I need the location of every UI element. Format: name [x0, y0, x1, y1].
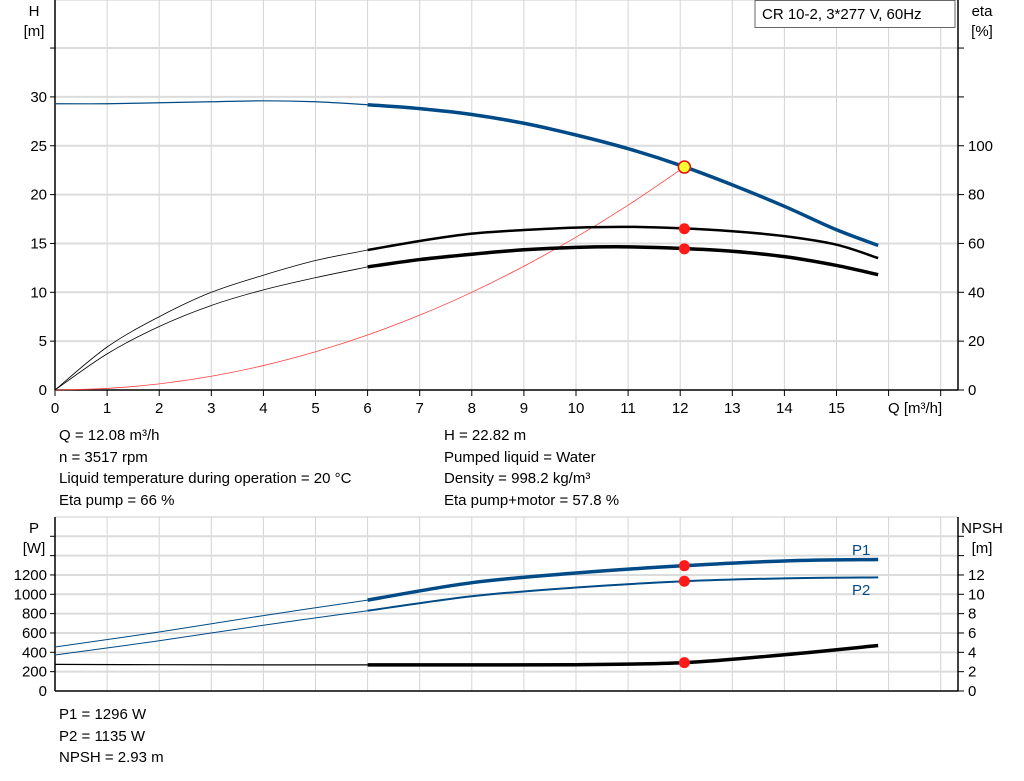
- y-tick-label-left: 20: [30, 187, 47, 204]
- npsh-duty-point: [678, 657, 690, 669]
- info-eta-total: Eta pump+motor = 57.8 %: [444, 491, 620, 509]
- eta-pump-curve: [367, 225, 879, 260]
- y-tick-label-right: 8: [968, 606, 976, 623]
- y-axis-label-right: eta: [972, 3, 994, 20]
- info-liquid: Pumped liquid = Water: [444, 448, 596, 466]
- y-tick-label-right: 10: [968, 586, 985, 603]
- system-curve: [54, 169, 681, 391]
- x-tick-label: 13: [724, 400, 741, 417]
- x-tick-label: 5: [311, 400, 319, 417]
- info-eta-pump: Eta pump = 66 %: [59, 491, 175, 509]
- p2-label: P2: [852, 582, 870, 599]
- eta-total-curve-extrapolated: [54, 266, 368, 391]
- head-curve-extrapolated: [54, 100, 368, 106]
- p2-curve-extrapolated: [54, 610, 368, 656]
- y-tick-label-left: 30: [30, 89, 47, 106]
- info-top-right: H = 22.82 m Pumped liquid = Water Densit…: [444, 425, 619, 511]
- legend-text: CR 10-2, 3*277 V, 60Hz: [762, 6, 922, 23]
- p1-duty-point: [678, 560, 690, 572]
- y-axis-unit-right: [m]: [972, 540, 993, 557]
- y-tick-label-left: 1000: [14, 586, 47, 603]
- info-p2: P2 = 1135 W: [59, 727, 146, 745]
- y-tick-label-right: 0: [968, 382, 976, 399]
- info-flow: Q = 12.08 m³/h: [59, 427, 160, 444]
- x-axis-label: Q [m³/h]: [888, 400, 942, 417]
- y-tick-label-right: 20: [968, 333, 985, 350]
- x-tick-label: 14: [776, 400, 793, 417]
- head-duty-point: [677, 160, 692, 174]
- y-tick-label-left: 0: [39, 683, 47, 700]
- y-tick-label-right: 12: [968, 567, 985, 584]
- y-tick-label-right: 4: [968, 644, 976, 661]
- info-density: Density = 998.2 kg/m³: [444, 470, 591, 487]
- eta-total-curve: [367, 245, 879, 277]
- x-tick-label: 7: [416, 400, 424, 417]
- x-tick-label: 1: [103, 400, 111, 417]
- x-tick-label: 15: [828, 400, 845, 417]
- y-axis-label-left: H: [29, 3, 40, 20]
- y-tick-label-left: 15: [30, 235, 47, 252]
- x-tick-label: 8: [468, 400, 476, 417]
- x-tick-label: 0: [51, 400, 59, 417]
- y-axis-unit-left: [m]: [24, 23, 45, 40]
- x-tick-label: 2: [155, 400, 163, 417]
- info-top-left: Q = 12.08 m³/h n = 3517 rpm Liquid tempe…: [59, 425, 351, 511]
- npsh-curve: [367, 643, 879, 667]
- eta-total-duty-point: [678, 243, 690, 255]
- eta-pump-curve-extrapolated: [54, 249, 368, 391]
- y-tick-label-right: 60: [968, 235, 985, 252]
- y-tick-label-left: 600: [22, 625, 47, 642]
- p2-curve: [367, 576, 879, 612]
- head-curve: [367, 102, 879, 248]
- eta-pump-duty-point: [678, 223, 690, 235]
- info-bottom: P1 = 1296 W P2 = 1135 W NPSH = 2.93 m: [59, 704, 164, 769]
- x-tick-label: 3: [207, 400, 215, 417]
- y-tick-label-left: 0: [39, 382, 47, 399]
- y-tick-label-left: 25: [30, 138, 47, 155]
- y-tick-label-left: 800: [22, 606, 47, 623]
- x-tick-label: 6: [363, 400, 371, 417]
- y-tick-label-right: 80: [968, 187, 985, 204]
- p1-curve-extrapolated: [54, 599, 368, 648]
- y-axis-unit-left: [W]: [23, 540, 46, 557]
- y-tick-label-right: 2: [968, 664, 976, 681]
- info-head: H = 22.82 m: [444, 427, 527, 444]
- y-tick-label-left: 1200: [14, 567, 47, 584]
- y-axis-label-left: P: [29, 520, 39, 537]
- y-tick-label-left: 5: [39, 333, 47, 350]
- y-tick-label-left: 200: [22, 664, 47, 681]
- y-tick-label-left: 10: [30, 284, 47, 301]
- x-tick-label: 11: [620, 400, 636, 417]
- info-temperature: Liquid temperature during operation = 20…: [59, 470, 352, 487]
- info-p1: P1 = 1296 W: [59, 706, 147, 723]
- y-axis-unit-right: [%]: [971, 23, 993, 40]
- x-tick-label: 10: [568, 400, 585, 417]
- x-tick-label: 4: [259, 400, 267, 417]
- p2-duty-point: [678, 575, 690, 587]
- y-tick-label-left: 400: [22, 644, 47, 661]
- y-tick-label-right: 0: [968, 683, 976, 700]
- y-tick-label-right: 6: [968, 625, 976, 642]
- legend-box: [754, 0, 956, 28]
- p1-label: P1: [852, 542, 870, 559]
- x-tick-label: 12: [672, 400, 689, 417]
- y-tick-label-right: 100: [968, 138, 993, 155]
- y-tick-label-right: 40: [968, 284, 985, 301]
- x-tick-label: 9: [520, 400, 528, 417]
- info-npsh: NPSH = 2.93 m: [59, 749, 164, 766]
- p1-curve: [367, 557, 879, 602]
- y-axis-label-right: NPSH: [961, 520, 1003, 537]
- info-speed: n = 3517 rpm: [59, 448, 148, 466]
